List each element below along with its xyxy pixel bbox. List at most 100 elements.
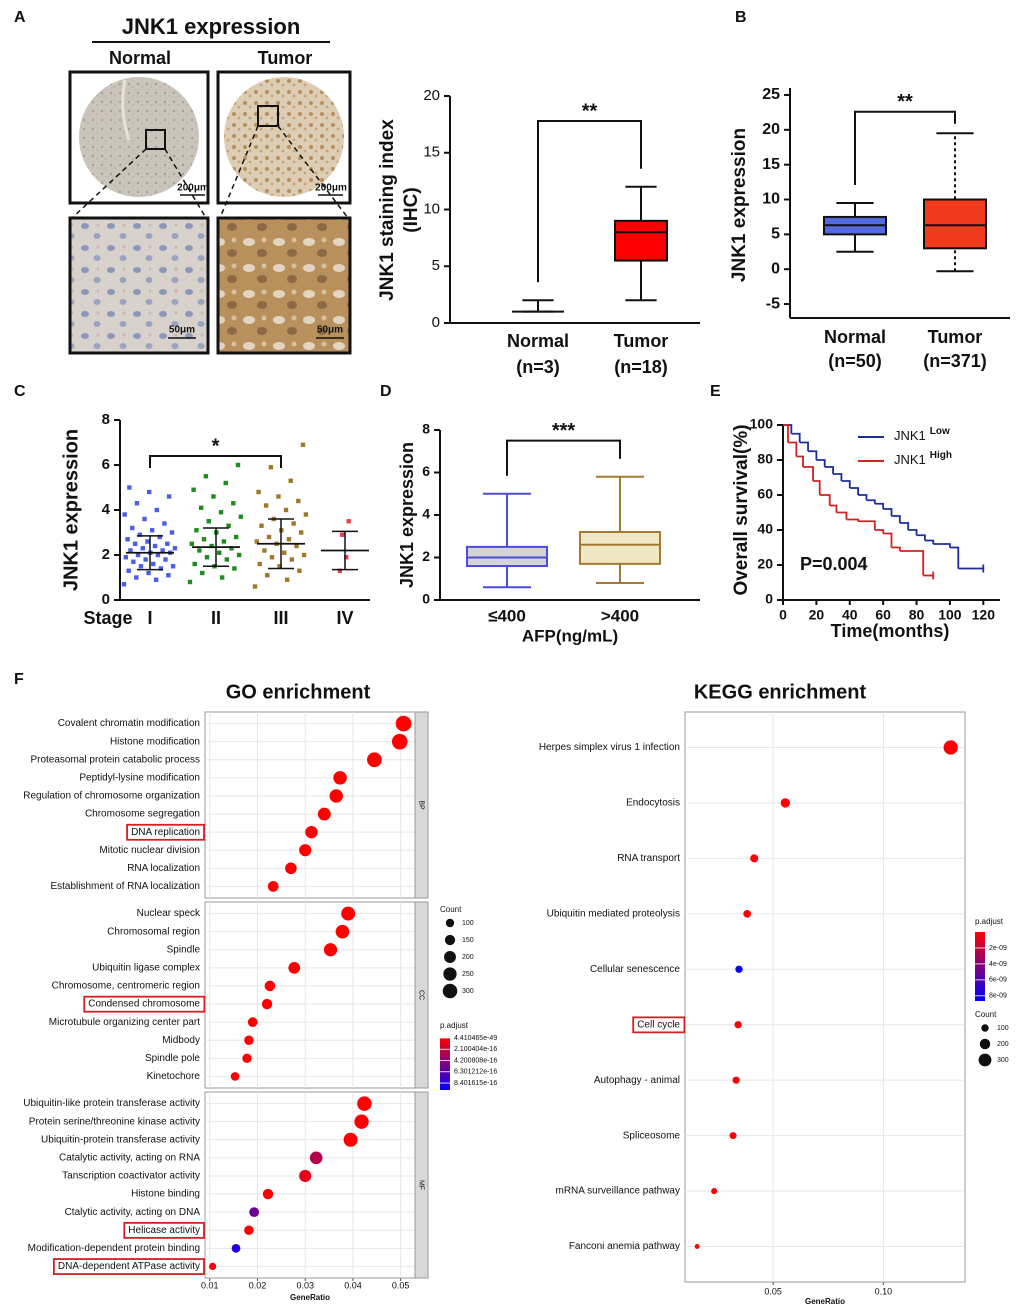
term-label: Fanconi anemia pathway	[569, 1241, 680, 1252]
size-legend-dot	[981, 1024, 989, 1032]
term-label: Cell cycle	[637, 1019, 680, 1030]
legend-title: p.adjust	[440, 1021, 469, 1030]
point	[218, 510, 224, 515]
enrichment-dot	[299, 1169, 312, 1183]
term-label: Ubiquitin-like protein transferase activ…	[23, 1098, 200, 1109]
x-axis-label: Stage	[83, 608, 132, 628]
point	[121, 582, 127, 587]
legend-title: Count	[440, 905, 462, 914]
size-legend-dot	[445, 918, 455, 928]
term-label: Microtubule organizing center part	[49, 1017, 200, 1028]
y-axis-label: Overall survival(%)	[731, 424, 752, 595]
x-tick-label: 0.01	[201, 1280, 219, 1290]
term-label: Ctalytic activity, acting on DNA	[65, 1207, 201, 1218]
point	[127, 485, 132, 490]
x-axis-label: Time(months)	[831, 621, 950, 641]
survival-step	[803, 466, 814, 481]
point	[135, 552, 141, 558]
enrichment-dot	[357, 1096, 372, 1111]
point	[283, 507, 289, 513]
y-tick-label: 40	[757, 521, 773, 537]
point	[254, 539, 259, 544]
significance-bracket	[506, 439, 621, 476]
point	[235, 462, 241, 468]
enrichment-dot	[329, 789, 343, 803]
survival-step	[816, 459, 826, 467]
point	[265, 573, 270, 578]
term-label: Ubiquitin mediated proteolysis	[547, 908, 680, 919]
chart-title: GO enrichment	[226, 681, 371, 703]
enrichment-dot	[242, 1053, 252, 1064]
survival-step	[949, 546, 960, 569]
term-label: Covalent chromatin modification	[58, 718, 200, 729]
point	[269, 555, 275, 560]
point	[263, 503, 269, 508]
point	[131, 559, 136, 564]
point	[303, 512, 309, 517]
n-label: (n=18)	[614, 357, 668, 377]
point	[229, 546, 234, 551]
x-tick-label: II	[211, 608, 221, 628]
point	[257, 561, 262, 567]
term-label: Ubiquitin-protein transferase activity	[41, 1134, 200, 1145]
point	[288, 478, 293, 483]
point	[344, 555, 349, 560]
x-tick-label: 20	[809, 607, 825, 623]
chart-title: KEGG enrichment	[694, 681, 867, 703]
y-axis-label: JNK1 expression	[397, 442, 417, 588]
legend-label: JNK1 High	[894, 450, 952, 468]
enrichment-dot	[354, 1114, 369, 1129]
zoom-box	[145, 129, 166, 150]
y-tick-label: 4	[422, 506, 430, 522]
tissue-core	[224, 77, 344, 197]
enrichment-dot	[209, 1262, 217, 1271]
box	[466, 545, 548, 567]
size-legend-label: 250	[462, 971, 474, 978]
term-label: DNA replication	[131, 827, 200, 838]
zoom-box	[257, 105, 279, 127]
x-tick-label: I	[147, 608, 152, 628]
survival-step	[813, 480, 821, 495]
significance-bracket	[537, 119, 642, 283]
term-label: Catalytic activity, acting on RNA	[59, 1153, 200, 1164]
y-tick-label: 10	[423, 200, 440, 217]
survival-step	[833, 473, 843, 481]
enrichment-dot	[244, 1035, 254, 1045]
survival-step	[824, 466, 834, 474]
size-legend-dot	[443, 967, 457, 981]
survival-step	[808, 450, 818, 460]
y-tick-label: 8	[422, 421, 430, 437]
y-tick-label: 100	[750, 416, 774, 432]
enrichment-dot	[309, 1151, 323, 1165]
enrichment-dot	[261, 998, 273, 1010]
size-legend-label: 200	[462, 954, 474, 961]
point	[157, 534, 162, 540]
facet-strip	[414, 711, 429, 899]
point	[289, 557, 295, 562]
size-legend-dot	[978, 1053, 992, 1067]
point	[166, 573, 171, 578]
panel-letter: A	[14, 9, 26, 26]
y-tick-label: 20	[757, 556, 773, 572]
point	[294, 543, 299, 549]
scale-bar-label: 200μm	[315, 183, 347, 194]
point	[211, 494, 216, 499]
point	[123, 555, 128, 560]
point	[154, 507, 160, 513]
panel-background	[204, 711, 416, 899]
scale-bar-label: 200μm	[177, 183, 209, 194]
panel-letter: C	[14, 383, 26, 400]
x-axis-label: GeneRatio	[290, 1293, 330, 1302]
significance-label: ***	[552, 420, 576, 442]
n-label: (n=3)	[516, 357, 560, 377]
x-tick-label: 100	[938, 607, 962, 623]
term-label: Spindle pole	[145, 1053, 200, 1064]
survival-step	[908, 529, 918, 536]
point	[146, 570, 151, 576]
survival-step	[796, 455, 804, 467]
facet-strip	[414, 1091, 429, 1279]
term-label: Condensed chromosome	[88, 999, 200, 1010]
point	[300, 442, 306, 447]
survival-step	[829, 504, 838, 513]
zoom-line	[164, 148, 207, 219]
